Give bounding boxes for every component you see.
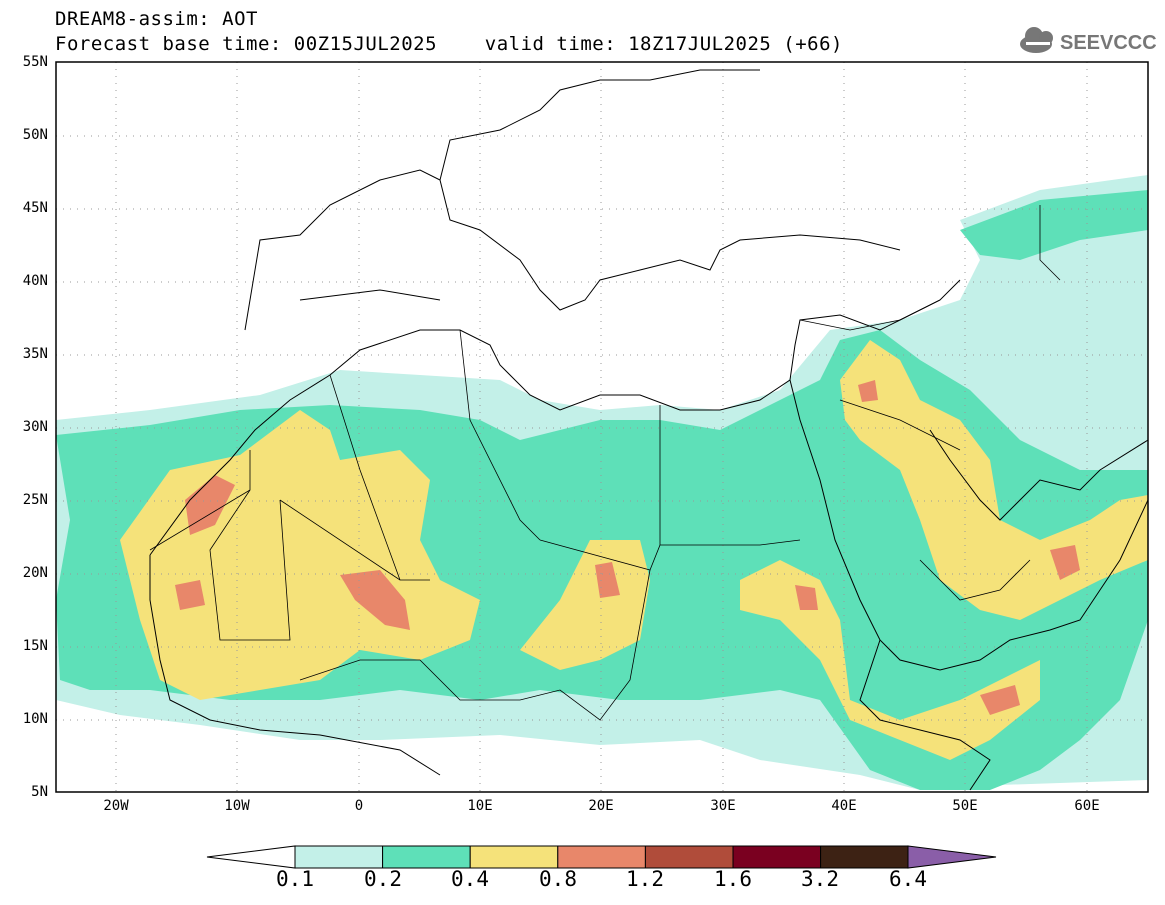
aot-level-0.8 — [340, 570, 410, 630]
colorbar-under-arrow — [206, 845, 296, 869]
lat-label: 5N — [31, 784, 48, 800]
aot-level-0.2-caspian — [960, 190, 1148, 260]
colorbar-swatches — [294, 845, 909, 869]
map-frame — [55, 61, 1149, 793]
coastlines — [149, 69, 1148, 791]
seevccc-logo: SEEVCCC — [1020, 27, 1156, 54]
aot-level-0.8 — [858, 380, 878, 402]
cloud-icon — [1020, 27, 1053, 53]
lat-label: 10N — [22, 711, 48, 727]
colorbar-swatch — [732, 845, 822, 869]
lat-label: 45N — [22, 200, 48, 216]
lon-label: 40E — [831, 798, 857, 814]
lat-label: 50N — [22, 127, 48, 143]
logo-text: SEEVCCC — [1060, 32, 1156, 54]
aot-level-0.8 — [795, 585, 818, 610]
lon-label: 10E — [467, 798, 493, 814]
lon-label: 0 — [354, 798, 364, 814]
colorbar-swatch — [644, 845, 734, 869]
aot-level-0.4-central — [520, 540, 650, 670]
colorbar-label: 0.1 — [276, 867, 314, 891]
map-title: DREAM8-assim: AOT — [55, 8, 258, 30]
colorbar-label: 0.2 — [364, 867, 402, 891]
colorbar-swatch — [382, 845, 471, 869]
colorbar-label: 6.4 — [889, 867, 927, 891]
aot-fields — [56, 175, 1148, 790]
aot-level-0.8 — [185, 475, 235, 535]
lat-label: 25N — [22, 492, 48, 508]
colorbar-label: 0.8 — [539, 867, 577, 891]
colorbar-swatch — [294, 845, 384, 869]
colorbar-label: 1.2 — [626, 867, 664, 891]
colorbar-swatch — [820, 845, 909, 869]
colorbar-swatch — [557, 845, 646, 869]
colorbar-label: 0.4 — [451, 867, 489, 891]
colorbar-over-arrow — [907, 845, 997, 869]
aot-level-0.8 — [1050, 545, 1080, 580]
lat-label: 55N — [22, 54, 48, 70]
lon-label: 20W — [103, 798, 129, 814]
colorbar-label: 1.6 — [714, 867, 752, 891]
gridlines — [56, 62, 1148, 792]
aot-level-0.8 — [980, 685, 1020, 715]
lat-label: 20N — [22, 565, 48, 581]
lat-label: 40N — [22, 273, 48, 289]
lon-label: 50E — [952, 798, 978, 814]
lat-label: 35N — [22, 346, 48, 362]
colorbar-swatch — [469, 845, 559, 869]
aot-level-0.8 — [175, 580, 205, 610]
lon-label: 20E — [588, 798, 614, 814]
lon-label: 30E — [710, 798, 736, 814]
lon-label: 60E — [1074, 798, 1100, 814]
aot-level-0.8 — [595, 562, 620, 598]
lat-label: 15N — [22, 638, 48, 654]
forecast-time-info: Forecast base time: 00Z15JUL2025 valid t… — [55, 33, 843, 55]
colorbar-label: 3.2 — [801, 867, 839, 891]
country-borders — [149, 205, 1061, 721]
lon-label: 10W — [224, 798, 250, 814]
lat-label: 30N — [22, 419, 48, 435]
